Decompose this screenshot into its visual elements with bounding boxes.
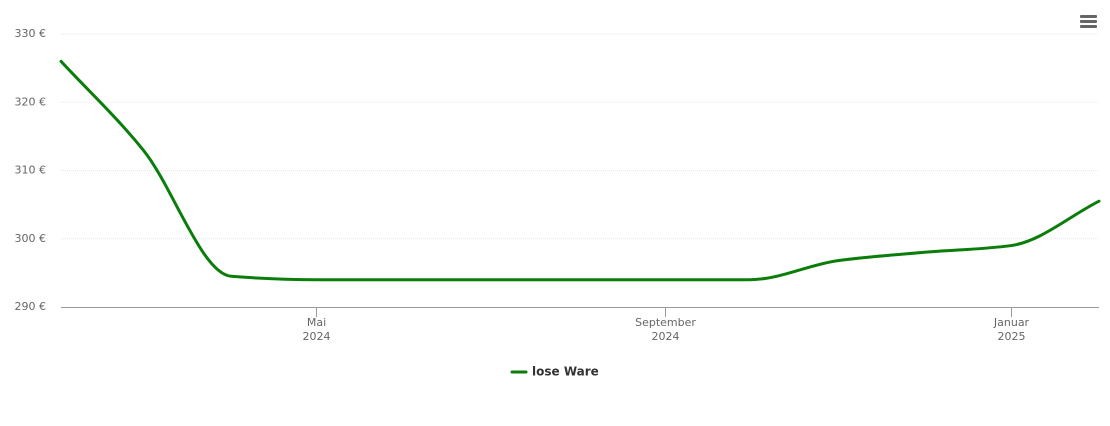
legend-label: lose Ware bbox=[532, 365, 599, 379]
x-tick-label: 2024 bbox=[303, 330, 331, 343]
x-tick-label: 2024 bbox=[652, 330, 680, 343]
x-tick-label: Januar bbox=[993, 316, 1030, 329]
line-series bbox=[59, 59, 1101, 282]
x-tick-label: Mai bbox=[307, 316, 326, 329]
y-tick-label: 290 € bbox=[15, 300, 47, 313]
y-tick-label: 320 € bbox=[15, 95, 47, 108]
menu-bar bbox=[1080, 20, 1097, 23]
menu-bar bbox=[1080, 25, 1097, 28]
menu-bar bbox=[1080, 15, 1097, 18]
y-tick-label: 310 € bbox=[15, 164, 47, 177]
x-tick-label: 2025 bbox=[998, 330, 1026, 343]
menu-button[interactable] bbox=[1080, 15, 1097, 28]
y-tick-label: 330 € bbox=[15, 27, 47, 40]
x-tick-label: September bbox=[635, 316, 696, 329]
y-tick-label: 300 € bbox=[15, 232, 47, 245]
